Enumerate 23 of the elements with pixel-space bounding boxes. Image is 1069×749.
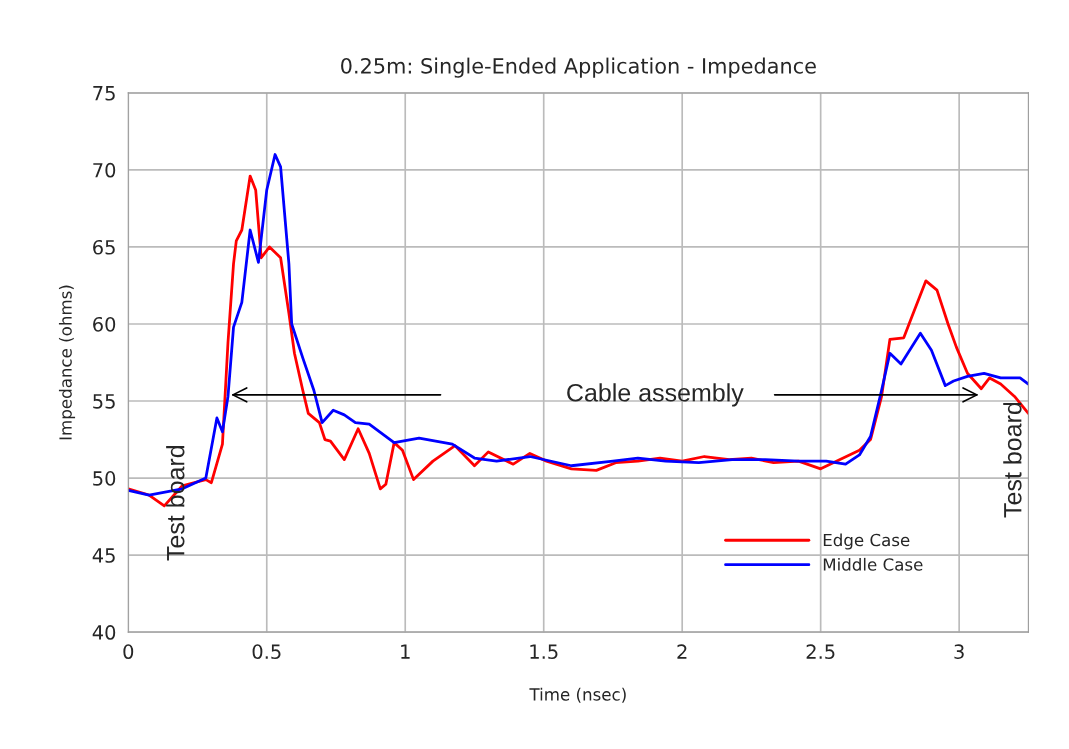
y-tick-label: 55 <box>93 394 115 409</box>
x-tick-label: 0 <box>123 644 134 660</box>
x-tick-label: 2 <box>677 644 687 659</box>
x-tick-label: 1 <box>401 644 410 659</box>
y-tick-label: 70 <box>93 162 116 178</box>
y-tick-label: 65 <box>93 239 115 255</box>
annotation: Cable assembly <box>567 383 744 407</box>
y-axis-title: Impedance (ohms) <box>58 285 76 440</box>
annotation: Test board <box>166 445 185 561</box>
y-tick-label: 40 <box>92 625 116 640</box>
y-tick-label: 50 <box>93 471 116 486</box>
x-tick-label: 3 <box>954 644 964 660</box>
y-tick-label: 45 <box>92 548 115 563</box>
legend-label: Edge Case <box>823 533 910 550</box>
legend-label: Middle Case <box>823 557 923 571</box>
x-tick-label: 0.5 <box>252 644 281 660</box>
x-axis-title: Time (nsec) <box>529 687 626 703</box>
y-tick-label: 75 <box>93 86 115 101</box>
x-tick-label: 2.5 <box>806 644 835 660</box>
chart-title: 0.25m: Single-Ended Application - Impedance <box>341 57 816 78</box>
annotation: Test board <box>1003 402 1022 518</box>
x-tick-label: 1.5 <box>530 644 558 660</box>
y-tick-label: 60 <box>93 316 116 332</box>
